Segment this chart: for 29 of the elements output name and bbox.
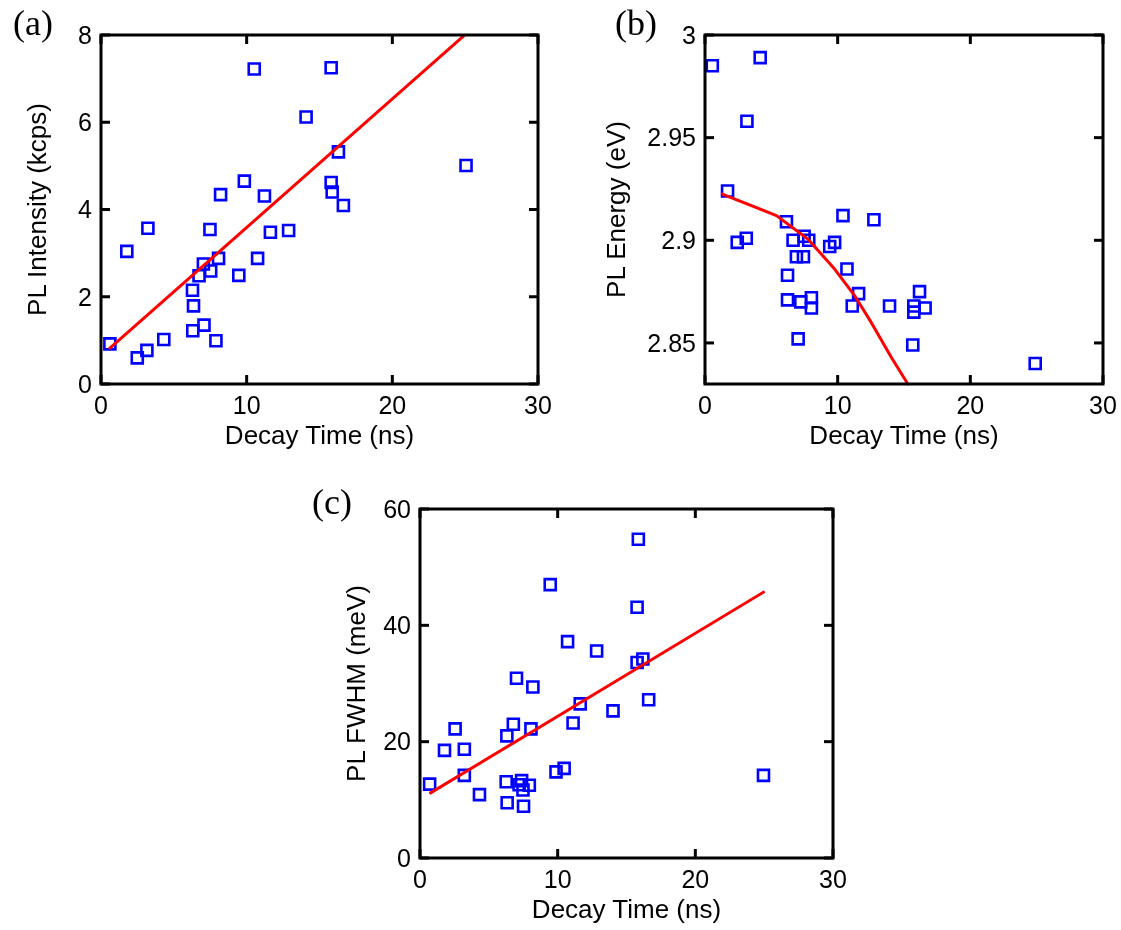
chart-title: (a) [13,3,53,43]
x-tick-label: 10 [823,391,852,419]
y-tick-label: 20 [383,727,411,756]
x-tick-label: 30 [819,865,847,893]
y-tick-label: 2.85 [647,328,696,357]
y-tick-label: 2.9 [661,226,696,255]
x-axis-title: Decay Time (ns) [224,420,415,450]
y-tick-label: 40 [383,611,411,640]
x-axis-title: Decay Time (ns) [809,420,999,450]
y-tick-label: 0 [397,843,411,872]
y-tick-label: 4 [78,195,93,224]
y-axis-title: PL FWHM (meV) [341,585,371,782]
x-tick-label: 10 [543,865,572,893]
y-axis-title: PL Intensity (kcps) [22,103,52,316]
y-tick-label: 60 [383,494,411,523]
y-tick-label: 0 [78,369,92,398]
y-tick-label: 8 [78,20,92,49]
y-tick-label: 3 [682,20,696,49]
x-tick-label: 10 [232,391,261,419]
x-axis-title: Decay Time (ns) [531,894,722,924]
x-tick-label: 30 [524,391,552,419]
y-tick-label: 2.95 [647,123,696,152]
y-axis-title: PL Energy (eV) [601,121,631,298]
y-tick-label: 6 [78,108,92,136]
x-tick-label: 20 [956,391,985,419]
x-tick-label: 30 [1089,391,1117,419]
chart-title: (b) [615,3,657,43]
y-tick-label: 2 [78,282,92,311]
chart-title: (c) [312,482,352,522]
